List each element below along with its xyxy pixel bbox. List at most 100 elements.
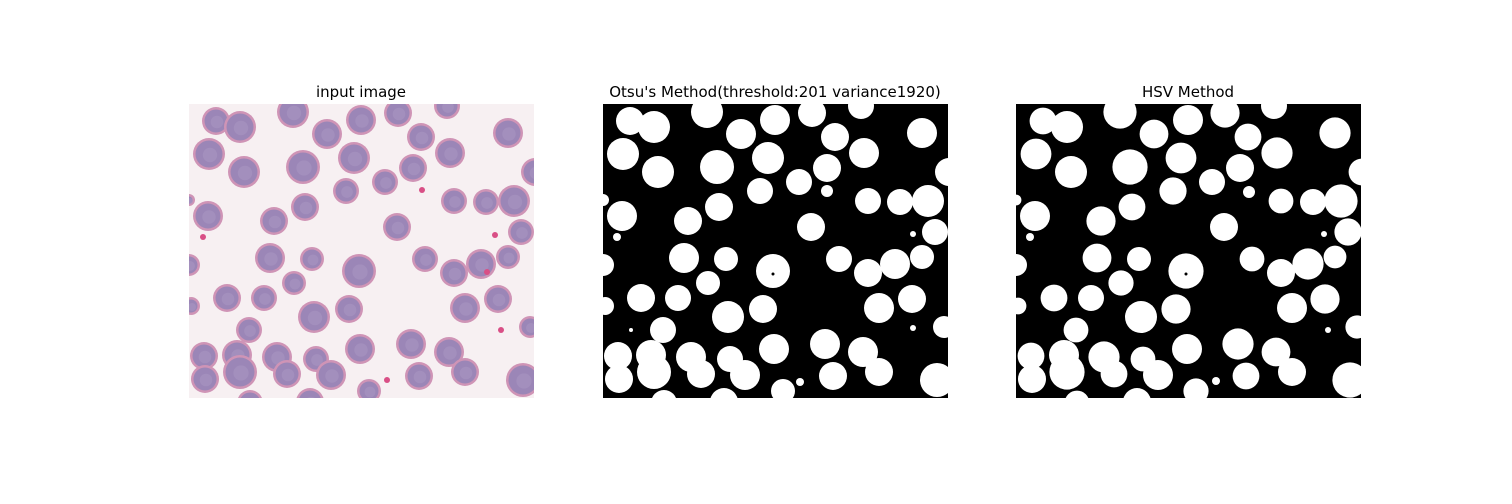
segmented-cell [605,365,633,393]
segmented-cell [691,104,723,128]
segmented-cell [1278,358,1306,386]
segmented-cell [854,259,882,287]
segmented-cell [920,363,948,397]
mask-hole [1184,272,1188,276]
platelet [492,232,498,238]
mask-speck [821,185,833,197]
mask-speck [629,328,633,332]
segmented-cell [855,188,881,214]
segmented-cell [1277,293,1307,323]
cell-center [448,267,462,281]
segmented-cell [1086,206,1116,236]
cell-center [364,386,376,398]
red-blood-cell [299,390,321,398]
segmented-cell [1268,188,1294,214]
segmented-cell [1210,213,1238,241]
segmented-cell [912,185,944,217]
segmented-cell [1261,137,1293,169]
segmented-cell [1078,285,1104,311]
segmented-cell [821,123,849,151]
mask-speck [1026,233,1034,241]
hsv-method-title: HSV Method [1141,83,1235,101]
cell-center [352,264,368,280]
blood-smear-image [189,104,534,398]
segmented-cell [710,388,738,398]
cell-center [189,261,195,271]
input-image-title: input image [315,83,407,101]
segmented-cell [1125,301,1157,333]
segmented-cell [910,245,934,269]
cell-center [492,293,506,307]
segmented-cell [813,154,841,182]
segmented-cell [603,194,609,206]
cell-center [526,323,534,333]
platelet [484,269,490,275]
segmented-cell [627,284,655,312]
otsu-method-title: Otsu's Method(threshold:201 variance1920… [609,83,941,101]
cell-center [189,198,193,204]
segmented-cell [1168,253,1204,289]
mask-speck [910,231,916,237]
segmented-cell [1210,104,1240,128]
segmented-cell [1161,294,1191,324]
cell-center [286,105,302,121]
cell-center [264,252,278,266]
cell-center [354,343,368,357]
cell-center [189,302,197,312]
segmented-cell [1016,194,1022,206]
mask-speck [1125,315,1127,317]
segmented-cell [1040,284,1068,312]
segmented-cell [1103,104,1137,129]
segmented-cell [1348,158,1361,186]
segmented-cell [1310,284,1340,314]
segmented-cell [1334,218,1361,246]
segmented-cell [1051,111,1083,143]
hsv-mask-panel [1016,104,1361,398]
cell-center [311,354,323,366]
segmented-cell [1222,328,1254,360]
segmented-cell [1239,246,1265,272]
segmented-cell [864,293,894,323]
cell-center [502,127,516,141]
segmented-cell [865,358,893,386]
segmented-cell [607,138,639,170]
cell-center [459,302,473,316]
cell-center [299,201,313,215]
segmented-cell [1112,149,1148,185]
cell-center [529,167,534,179]
cell-center [449,196,461,208]
segmented-cell [1226,154,1254,182]
hsv-mask-image [1016,104,1361,398]
cell-center [420,254,432,266]
cell-center [405,338,419,352]
cell-center [325,369,339,383]
cell-center [307,396,315,398]
cell-center [233,365,249,381]
segmented-cell [730,360,760,390]
cell-center [202,147,218,163]
segmented-cell [665,285,691,311]
segmented-cell [1118,193,1146,221]
segmented-cell [1173,105,1203,135]
platelet [384,377,390,383]
segmented-cell [705,193,733,221]
cell-center [516,373,532,389]
cell-center [415,131,429,145]
segmented-cell [1049,354,1085,390]
segmented-cell [887,189,913,215]
mask-speck [1212,377,1220,385]
cell-center [321,128,335,142]
segmented-cell [760,105,790,135]
segmented-cell [880,249,910,279]
segmented-cell [726,119,756,149]
cell-center [507,194,523,210]
segmented-cell [1108,270,1134,296]
segmented-cell [687,360,715,388]
cell-center [289,278,301,290]
otsu-mask-panel [603,104,948,398]
segmented-cell [1063,317,1089,343]
segmented-cell [848,104,874,119]
segmented-cell [1127,247,1151,271]
cell-center [516,227,528,239]
cell-center [380,177,392,189]
